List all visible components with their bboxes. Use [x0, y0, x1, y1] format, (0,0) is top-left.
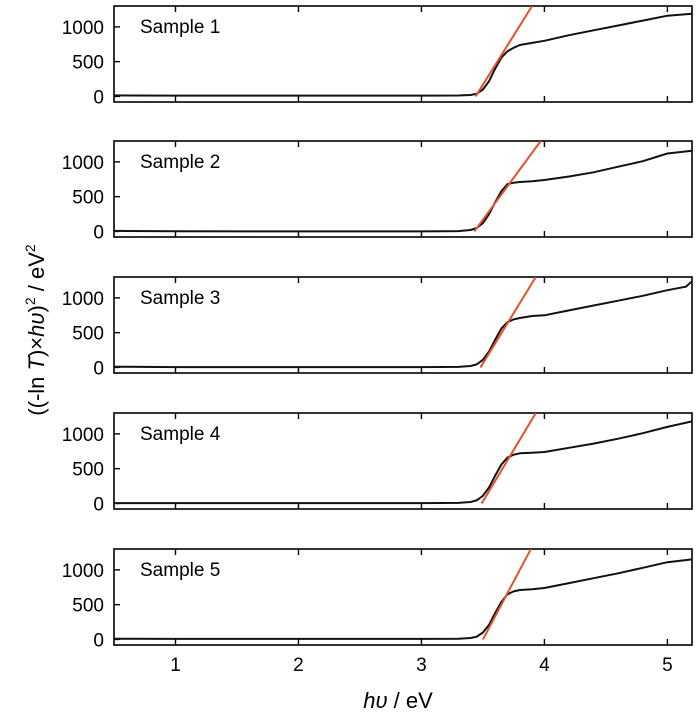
x-tick-label: 1 [170, 655, 181, 676]
y-tick-label: 500 [72, 324, 104, 345]
y-tick-label: 0 [93, 87, 104, 108]
fit-line [474, 6, 533, 97]
y-tick-label: 500 [72, 188, 104, 209]
panel-frame [113, 548, 693, 646]
y-tick-label: 1000 [62, 425, 104, 446]
y-tick-label: 1000 [62, 18, 104, 39]
fit-line [479, 277, 537, 368]
panel-frame [113, 5, 693, 103]
x-tick-label: 2 [293, 655, 304, 676]
spectrum-line [114, 420, 692, 505]
x-axis-title-symbol: hυ [363, 688, 387, 713]
spectrum-line [114, 12, 692, 97]
y-axis-title-hv: hυ [24, 312, 49, 336]
y-tick-label: 0 [93, 358, 104, 379]
panel-label: Sample 5 [140, 560, 220, 581]
y-axis-title-unit: / eV [24, 252, 49, 298]
y-tick-label: 0 [93, 222, 104, 243]
y-axis-title-sup1: 2 [22, 297, 38, 305]
panel-1: 0 500 1000 Sample 1 [62, 5, 693, 108]
x-tick-label: 5 [662, 655, 673, 676]
y-tick-label: 1000 [62, 153, 104, 174]
y-axis-title-T: T [24, 355, 49, 370]
x-tick-label: 4 [539, 655, 550, 676]
spectrum-line [114, 149, 692, 233]
fit-line [473, 141, 542, 233]
y-tick-label: 0 [93, 630, 104, 651]
y-axis-title-open: ((-ln [24, 370, 49, 415]
panel-frame [113, 412, 693, 510]
y-tick-label: 500 [72, 460, 104, 481]
y-tick-label: 1000 [62, 561, 104, 582]
y-axis-title-close: ) [24, 305, 49, 312]
panel-3: 0 500 1000 Sample 3 [62, 276, 693, 379]
panel-label: Sample 2 [140, 152, 220, 173]
panel-frame [113, 276, 693, 374]
y-tick-label: 500 [72, 596, 104, 617]
panel-2: 0 500 1000 Sample 2 [62, 140, 693, 243]
x-axis-title: hυ / eV [363, 688, 433, 713]
x-axis-title-unit: / eV [388, 688, 434, 713]
y-tick-label: 500 [72, 53, 104, 74]
fit-line [480, 413, 537, 504]
y-axis-title-times: )× [24, 337, 49, 357]
y-axis-title-sup2: 2 [22, 244, 38, 252]
panel-label: Sample 1 [140, 17, 220, 38]
y-tick-label: 0 [93, 494, 104, 515]
panel-label: Sample 4 [140, 424, 221, 445]
fit-line [482, 549, 532, 640]
y-tick-label: 1000 [62, 289, 104, 310]
panel-label: Sample 3 [140, 288, 220, 309]
panel-frame [113, 140, 693, 238]
panel-5: 0 500 1000 Sample 5 1 2 3 4 5 [62, 548, 693, 676]
y-axis-title: ((-ln T)×hυ)2 / eV2 [22, 244, 49, 416]
x-tick-label: 3 [416, 655, 427, 676]
panel-4: 0 500 1000 Sample 4 [62, 412, 693, 515]
